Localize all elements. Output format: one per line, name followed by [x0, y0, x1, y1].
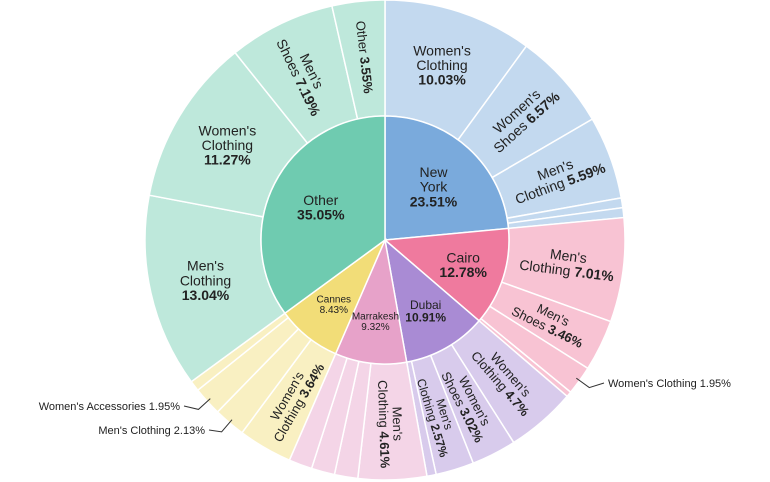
label-new-york: New York 23.51%: [410, 164, 458, 209]
label-new-york-women-s-clothing: Women's Clothing 10.03%: [413, 42, 471, 87]
label-marrakesh-men-s-clothing: Men'sClothing 4.61%: [375, 379, 406, 468]
label-cannes: Cannes 8.43%: [317, 294, 351, 316]
label-other-men-s-clothing: Men's Clothing 13.04%: [180, 258, 231, 303]
callout-label-cannes-men-s-clothing: Men's Clothing 2.13%: [98, 425, 205, 437]
label-other: Other 35.05%: [297, 192, 345, 223]
slice-other[interactable]: [260, 115, 386, 315]
label-cairo-men-s-clothing: Men'sClothing 7.01%: [518, 242, 617, 285]
leader-line-cairo-women-s-clothing: [576, 377, 605, 389]
callout-label-cairo-women-s-clothing: Women's Clothing 1.95%: [608, 378, 731, 390]
callout-label-cannes-women-s-accessories: Women's Accessories 1.95%: [39, 401, 181, 413]
label-cairo: Cairo 12.78%: [439, 249, 487, 280]
leader-line-cannes-women-s-accessories: [183, 398, 211, 410]
label-other-women-s-clothing: Women's Clothing 11.27%: [199, 122, 257, 167]
label-dubai: Dubai 10.91%: [405, 298, 446, 325]
label-marrakesh: Marrakesh 9.32%: [352, 312, 399, 334]
slice-new-york[interactable]: [384, 115, 510, 241]
label-other-other: Other 3.55%: [353, 20, 376, 95]
leader-line-cannes-men-s-clothing: [208, 419, 233, 433]
slice-dubai[interactable]: [383, 238, 481, 363]
slice-cairo[interactable]: [383, 227, 510, 322]
inner-ring: [260, 115, 510, 365]
